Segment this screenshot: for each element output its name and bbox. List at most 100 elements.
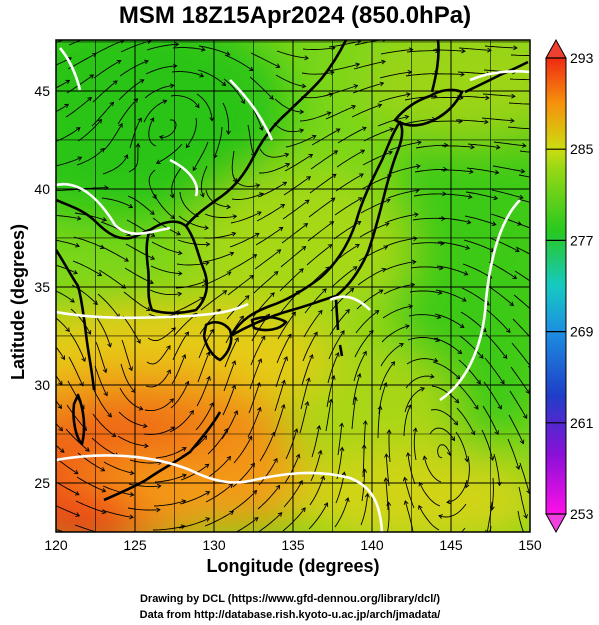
streamline bbox=[91, 437, 119, 457]
streamline bbox=[384, 261, 416, 271]
streamline bbox=[385, 237, 417, 247]
streamline bbox=[229, 233, 260, 248]
streamline-arrowhead bbox=[539, 78, 543, 82]
streamline-arrowhead bbox=[386, 429, 392, 434]
streamline bbox=[438, 503, 467, 518]
streamline bbox=[274, 380, 285, 412]
streamline bbox=[303, 310, 323, 338]
streamline bbox=[441, 145, 475, 148]
streamline-arrowhead bbox=[283, 356, 288, 361]
streamline bbox=[205, 189, 231, 208]
streamline bbox=[301, 71, 334, 75]
streamline-arrowhead bbox=[139, 79, 145, 84]
streamline bbox=[257, 512, 283, 532]
streamline bbox=[483, 381, 502, 410]
streamline bbox=[148, 117, 157, 147]
streamline bbox=[466, 167, 499, 174]
streamline bbox=[379, 361, 395, 391]
streamline bbox=[172, 331, 189, 361]
streamline-arrowhead bbox=[252, 489, 258, 495]
streamline bbox=[207, 428, 228, 455]
streamline bbox=[354, 40, 383, 46]
streamline bbox=[457, 383, 479, 410]
streamline-arrowhead bbox=[351, 104, 356, 110]
streamline-arrowhead bbox=[59, 448, 65, 453]
streamline-arrowhead bbox=[360, 149, 366, 155]
streamline bbox=[205, 483, 233, 503]
streamline-arrowhead bbox=[144, 443, 149, 449]
streamline-arrowhead bbox=[121, 284, 127, 289]
streamline-arrowhead bbox=[102, 368, 108, 374]
streamline-arrowhead bbox=[184, 380, 190, 386]
streamline bbox=[300, 377, 310, 410]
streamline-arrowhead bbox=[124, 257, 129, 262]
streamline-arrowhead bbox=[404, 114, 410, 120]
streamline-arrowhead bbox=[206, 375, 211, 381]
streamline-arrowhead bbox=[532, 557, 536, 561]
streamline-arrowhead bbox=[455, 374, 461, 380]
streamline bbox=[198, 45, 230, 56]
streamline-arrowhead bbox=[465, 245, 471, 250]
streamline-arrowhead bbox=[384, 222, 390, 227]
streamline bbox=[171, 71, 204, 77]
streamline bbox=[485, 333, 508, 359]
streamline bbox=[351, 397, 357, 430]
streamline-arrowhead bbox=[356, 372, 362, 378]
streamline bbox=[249, 76, 274, 100]
streamline-arrowhead bbox=[275, 63, 281, 69]
streamline-arrowhead bbox=[515, 465, 521, 470]
streamline bbox=[76, 476, 106, 492]
isotherm-9 bbox=[329, 295, 371, 311]
streamline-arrowhead bbox=[169, 193, 175, 199]
streamline-arrowhead bbox=[463, 271, 469, 276]
streamline-arrowhead bbox=[523, 514, 528, 519]
streamline bbox=[125, 243, 155, 260]
streamline-arrowhead bbox=[75, 512, 81, 517]
streamline bbox=[284, 454, 300, 484]
streamline-arrowhead bbox=[459, 323, 465, 329]
streamline bbox=[56, 127, 81, 142]
streamline bbox=[103, 123, 123, 151]
streamline-arrowhead bbox=[405, 452, 411, 457]
streamline-arrowhead bbox=[470, 144, 475, 150]
streamline bbox=[172, 47, 205, 51]
streamline-arrowhead bbox=[470, 430, 476, 436]
streamline bbox=[380, 49, 413, 55]
streamline-arrowhead bbox=[226, 130, 231, 135]
streamline bbox=[275, 74, 306, 87]
coastline-china-east bbox=[56, 249, 96, 391]
streamline bbox=[418, 505, 440, 531]
streamline bbox=[403, 404, 412, 437]
streamline-arrowhead bbox=[278, 226, 284, 232]
streamline bbox=[484, 45, 517, 49]
streamline-arrowhead bbox=[89, 74, 95, 79]
streamline bbox=[327, 63, 360, 72]
streamline-arrowhead bbox=[131, 388, 136, 393]
x-tick-label: 120 bbox=[44, 537, 68, 553]
streamline bbox=[330, 288, 354, 312]
streamline bbox=[407, 337, 440, 342]
streamline bbox=[309, 476, 325, 506]
streamline bbox=[381, 325, 410, 343]
streamline-arrowhead bbox=[284, 152, 290, 158]
streamline bbox=[200, 290, 227, 311]
colorbar-tick-label: 277 bbox=[570, 232, 594, 248]
streamline-arrowhead bbox=[228, 483, 234, 489]
streamline bbox=[439, 193, 472, 198]
streamline-arrowhead bbox=[254, 232, 260, 238]
streamline bbox=[144, 398, 174, 412]
streamline-arrowhead bbox=[65, 79, 71, 85]
streamline bbox=[77, 119, 102, 142]
streamline bbox=[411, 242, 444, 245]
streamline-arrowhead bbox=[329, 70, 335, 76]
streamline-arrowhead bbox=[226, 271, 232, 276]
streamline-arrowhead bbox=[240, 99, 245, 105]
streamline-arrowhead bbox=[250, 462, 255, 468]
streamline bbox=[386, 213, 419, 223]
streamline-arrowhead bbox=[317, 309, 323, 315]
streamline-arrowhead bbox=[75, 127, 81, 132]
streamline bbox=[91, 101, 114, 127]
streamline bbox=[221, 410, 238, 440]
streamline bbox=[543, 533, 570, 549]
streamline bbox=[92, 80, 118, 103]
